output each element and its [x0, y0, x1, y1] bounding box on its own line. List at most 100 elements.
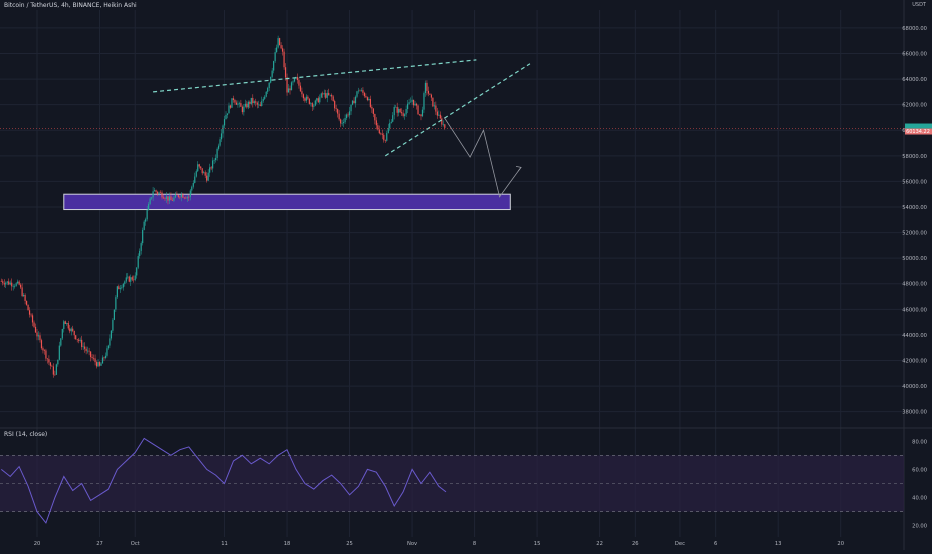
candle-body: [237, 103, 239, 105]
candle-body: [34, 326, 37, 333]
candle-body: [351, 100, 354, 105]
candle-body: [204, 172, 206, 176]
candle-body: [235, 102, 238, 105]
candle-body: [383, 134, 385, 141]
candle-body: [165, 196, 168, 199]
wedge-upper-line[interactable]: [153, 59, 477, 93]
candle-body: [323, 93, 325, 95]
candle-body: [109, 338, 111, 346]
candle-body: [432, 97, 434, 107]
candle-body: [280, 45, 282, 49]
candle-body: [271, 70, 273, 77]
candle-body: [322, 93, 324, 95]
candle-body: [405, 109, 407, 115]
candle-body: [319, 97, 321, 103]
projection-path[interactable]: [443, 117, 522, 198]
projection-polyline[interactable]: [443, 117, 522, 198]
candle-body: [412, 99, 415, 106]
candle-body: [341, 123, 343, 124]
candle-body: [290, 82, 293, 91]
candle-body: [158, 192, 160, 194]
candle-body: [408, 102, 410, 104]
price-tick-label: 42000.00: [902, 358, 927, 364]
candle-body: [331, 94, 333, 97]
candle-body: [195, 171, 197, 177]
candle-body: [52, 366, 54, 375]
candle-body: [325, 93, 327, 98]
candle-body: [232, 98, 235, 101]
candle-body: [12, 286, 14, 287]
candle-body: [81, 339, 83, 347]
candle-body: [216, 148, 218, 158]
candle-body: [409, 101, 412, 103]
currency-label: USDT: [912, 2, 926, 8]
candle-body: [406, 103, 409, 110]
candle-body: [70, 328, 72, 332]
candle-body: [386, 133, 388, 141]
rsi-polyline: [0, 437, 447, 524]
candle-body: [289, 88, 291, 91]
time-tick-label: 25: [346, 541, 353, 547]
price-tick-label: 52000.00: [902, 231, 927, 237]
candle-body: [222, 125, 224, 134]
candle-body: [344, 118, 346, 123]
candle-body: [371, 106, 373, 109]
candle-body: [396, 106, 398, 113]
time-tick-label: 20: [34, 541, 41, 547]
candle-body: [378, 129, 380, 134]
candle-body: [417, 105, 419, 115]
candle-body: [310, 103, 312, 104]
candle-body: [212, 160, 214, 169]
candle-body: [20, 284, 22, 288]
candle-body: [220, 133, 223, 140]
candle-body: [107, 345, 110, 349]
candle-body: [247, 101, 249, 108]
candle-body: [39, 335, 41, 341]
candle-body: [133, 279, 135, 281]
price-tick-label: 40000.00: [902, 384, 927, 390]
candle-body: [124, 281, 126, 284]
candle-body: [15, 283, 17, 287]
candle-body: [347, 114, 349, 116]
candle-body: [61, 329, 63, 339]
candle-body: [240, 103, 242, 107]
candle-body: [139, 250, 141, 257]
candle-body: [148, 204, 150, 211]
candle-body: [278, 38, 281, 46]
candle-body: [17, 281, 19, 284]
candle-body: [390, 121, 392, 124]
candle-body: [64, 321, 66, 325]
candle-body: [146, 210, 148, 220]
candle-body: [131, 277, 133, 280]
candle-body: [332, 96, 334, 102]
wedge-lower-line[interactable]: [384, 63, 531, 157]
last-price-bg: [905, 128, 932, 135]
candle-body: [281, 48, 284, 52]
candle-body: [229, 105, 232, 108]
candle-body: [219, 139, 221, 146]
candle-body: [301, 91, 303, 95]
candle-body: [316, 98, 318, 101]
candle-body: [189, 190, 191, 198]
wedge-trendlines[interactable]: [153, 59, 531, 157]
candle-body: [156, 191, 159, 194]
candle-body: [176, 194, 178, 196]
candle-body: [121, 287, 123, 289]
candle-body: [250, 97, 252, 104]
candle-body: [145, 219, 147, 222]
candle-body: [226, 113, 229, 115]
candle-body: [215, 157, 217, 160]
candle-body: [415, 103, 418, 106]
candle-body: [42, 348, 44, 351]
price-tick-label: 64000.00: [902, 77, 927, 83]
candle-body: [201, 168, 203, 174]
candle-body: [84, 346, 86, 349]
candle-body: [106, 348, 108, 356]
candle-body: [186, 196, 188, 199]
candle-body: [365, 96, 367, 98]
candle-body: [384, 140, 386, 141]
support-zone[interactable]: [63, 193, 511, 211]
candle-body: [28, 310, 31, 315]
support-zone-rect[interactable]: [63, 193, 511, 211]
